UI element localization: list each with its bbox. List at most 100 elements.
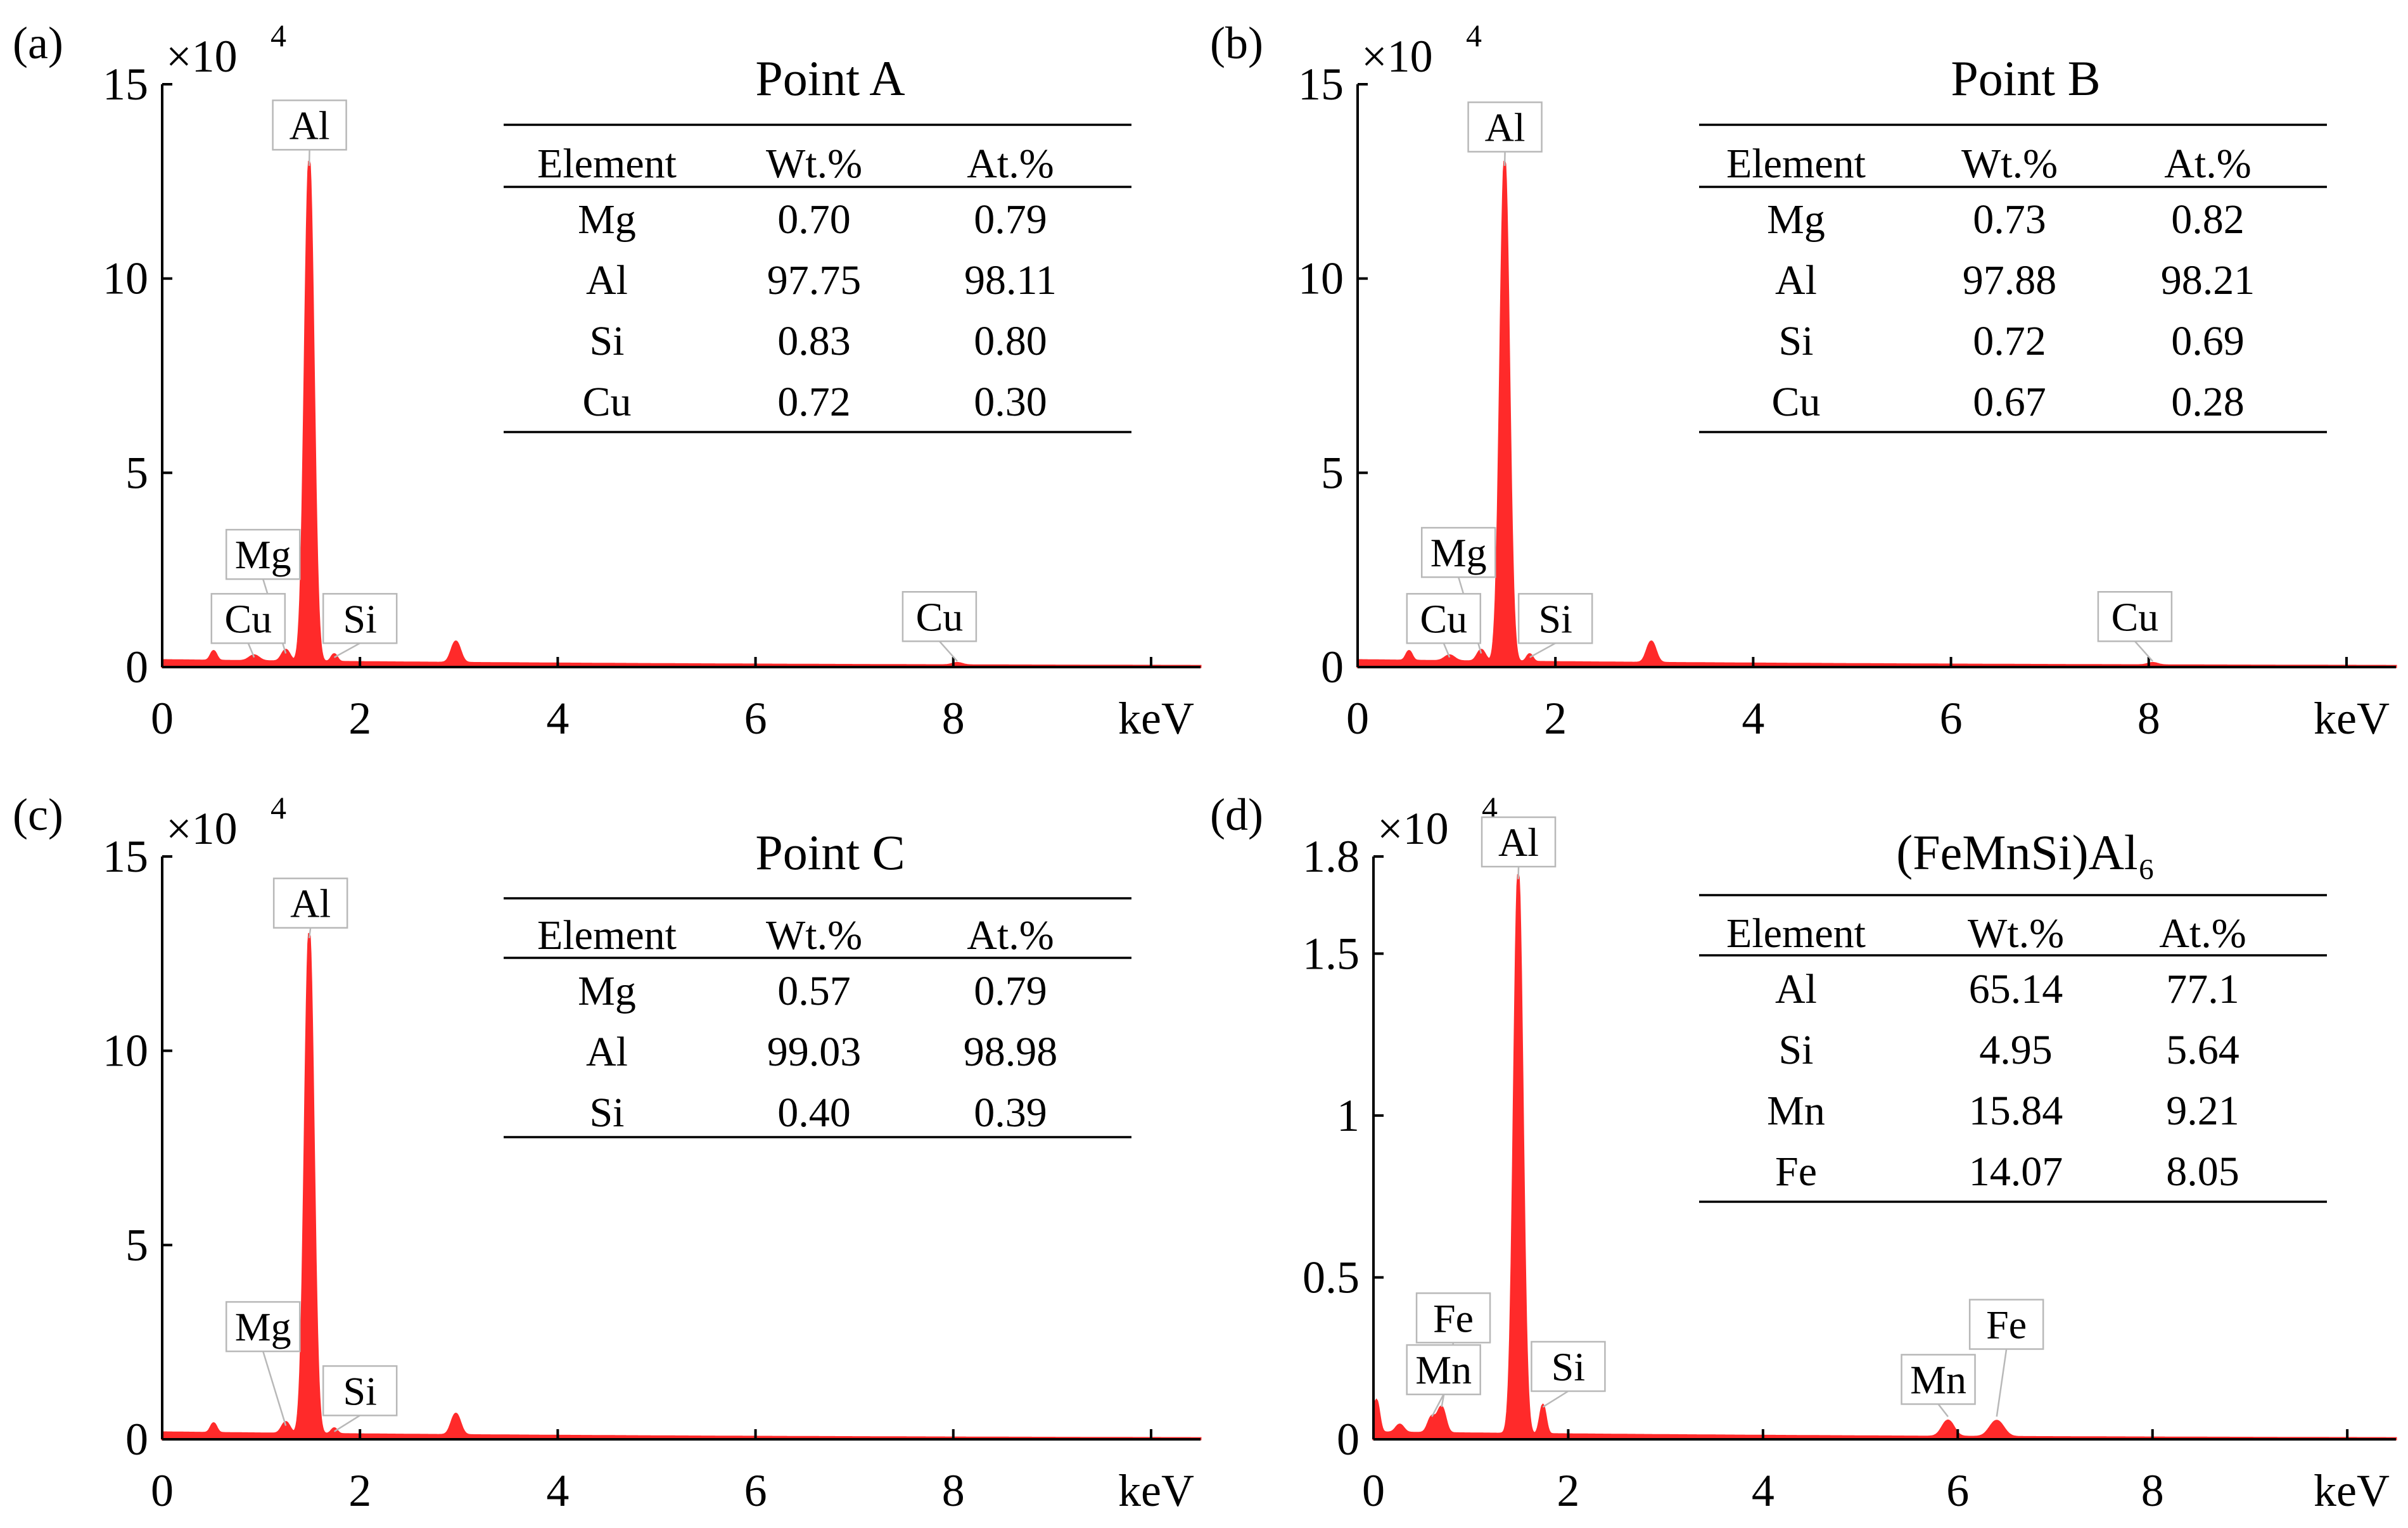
table-header-cell: At.%	[2164, 141, 2251, 187]
y-tick-label: 0	[1337, 1414, 1360, 1465]
table-row: Si 4.95 5.64	[1778, 1027, 2239, 1073]
peak-label-box	[901, 591, 978, 642]
x-tick-label: 4	[546, 693, 569, 744]
table-row: Cu 0.72 0.30	[582, 379, 1047, 425]
table-cell: 97.75	[767, 257, 862, 303]
peak-label-box	[272, 99, 347, 151]
table-header-cell: Element	[537, 912, 677, 958]
table-row: Mg 0.57 0.79	[578, 968, 1047, 1014]
table-cell: 14.07	[1969, 1149, 2063, 1195]
table-cell: 65.14	[1969, 966, 2063, 1012]
peak-label-leader	[1431, 1394, 1444, 1417]
peak-label: Mg	[1430, 530, 1487, 575]
table-row: Al 97.75 98.11	[586, 257, 1057, 303]
table-cell: 5.64	[2166, 1027, 2239, 1073]
y-tick-label: 1	[1337, 1090, 1360, 1141]
peak-label-leader	[247, 642, 255, 658]
table-header-cell: Wt.%	[1968, 910, 2064, 957]
table-cell: 0.72	[1973, 318, 2046, 364]
x-tick-label: 0	[151, 693, 174, 744]
peak-label-leader	[334, 642, 360, 658]
table-row: Al 65.14 77.1	[1775, 966, 2239, 1012]
x-axis-label: keV	[2314, 1465, 2390, 1516]
peak-label-leader	[2134, 640, 2153, 662]
x-tick-label: 8	[942, 693, 965, 744]
x-tick-label: 6	[744, 693, 767, 744]
spectrum-peak	[253, 660, 255, 663]
peak-label: Mn	[1910, 1357, 1966, 1402]
table-cell: Mn	[1767, 1088, 1825, 1134]
x-tick-label: 2	[1557, 1465, 1579, 1516]
peak-label-leader	[308, 927, 312, 938]
table-row: Mg 0.70 0.79	[578, 196, 1047, 243]
x-tick-label: 2	[1544, 693, 1567, 744]
table-cell: 98.11	[964, 257, 1057, 303]
y-tick-label: 0	[125, 1414, 148, 1465]
spectrum-peak	[455, 644, 457, 647]
table-cell: Si	[589, 1090, 624, 1136]
table-cell: 97.88	[1963, 257, 2057, 303]
x-tick-label: 0	[151, 1465, 174, 1516]
y-tick-label: 15	[1298, 59, 1344, 110]
panel-label: (c)	[13, 789, 63, 840]
table-title: Point B	[1951, 51, 2100, 106]
composition-table: (FeMnSi)Al₆ Element Wt.% At.% Al 65.14 77.1 Si 4…	[1699, 825, 2327, 1203]
spectrum-peak	[956, 663, 959, 666]
peak-label-leader	[333, 1415, 360, 1432]
y-multiplier: ×10	[1377, 803, 1449, 854]
y-tick-label: 10	[103, 253, 148, 304]
y-multiplier-exponent: 4	[271, 18, 286, 53]
table-header-cell: Element	[1726, 910, 1866, 957]
table-cell: 0.73	[1973, 196, 2046, 243]
x-tick-label: 0	[1346, 693, 1369, 744]
y-tick-label: 15	[103, 831, 148, 882]
eds-panel-c: (c) 0 5 10 15 0 2 4 6 8 keV ×10 4 Al Mg Si Point C Elemen…	[13, 789, 1202, 1516]
eds-panel-b: (b) 0 5 10 15 0 2 4 6 8 keV ×10 4 Al Mg Cu Si Cu Point B El…	[1210, 18, 2397, 744]
peak-label-box	[2097, 591, 2173, 642]
peak-label-leader	[1996, 1349, 2008, 1417]
x-tick-label: 4	[1752, 1465, 1774, 1516]
table-header-cell: Wt.%	[766, 912, 862, 958]
spectrum-peak	[1996, 1422, 1998, 1424]
spectrum-peak	[455, 1417, 457, 1419]
spectrum-area	[1356, 160, 2397, 668]
x-axis-label: keV	[1118, 693, 1194, 744]
peak-label-box	[322, 1365, 398, 1417]
peak-label: Mn	[1415, 1347, 1472, 1392]
spectrum-area	[161, 160, 1202, 668]
spectrum-peak	[212, 656, 215, 659]
peak-label-box	[1406, 1344, 1481, 1396]
table-cell: Mg	[578, 196, 636, 243]
peak-label-box	[1406, 593, 1482, 644]
spectrum-peak	[1947, 1422, 1949, 1424]
x-axis-label: keV	[2314, 693, 2390, 744]
peak-label-box	[225, 528, 301, 580]
peak-label-box	[1517, 593, 1593, 644]
y-tick-label: 0.5	[1303, 1252, 1360, 1302]
x-tick-label: 6	[744, 1465, 767, 1516]
peak-label: Fe	[1986, 1302, 2027, 1347]
y-tick-label: 5	[125, 1219, 148, 1270]
x-tick-label: 6	[1940, 693, 1963, 744]
spectrum-area	[161, 933, 1202, 1441]
peak-label-box	[210, 593, 286, 644]
table-cell: 0.82	[2171, 196, 2245, 243]
table-cell: 8.05	[2166, 1149, 2239, 1195]
table-header-cell: At.%	[2159, 910, 2246, 957]
table-cell: 0.30	[974, 379, 1047, 425]
peak-label: Si	[343, 1368, 377, 1413]
table-cell: 0.69	[2171, 318, 2245, 364]
table-cell: 77.1	[2166, 966, 2239, 1012]
table-cell: 0.79	[974, 196, 1047, 243]
peak-label-leader	[1542, 1390, 1569, 1408]
composition-table: Point B Element Wt.% At.% Mg 0.73 0.82 Al 97.88 9…	[1699, 51, 2327, 433]
y-tick-label: 0	[125, 642, 148, 692]
table-cell: 15.84	[1969, 1088, 2063, 1134]
spectrum-peak	[333, 658, 336, 661]
peak-label-box	[1481, 816, 1557, 868]
x-tick-label: 4	[1742, 693, 1764, 744]
table-row: Cu 0.67 0.28	[1771, 379, 2244, 425]
table-cell: Si	[1778, 1027, 1813, 1073]
spectrum-peak	[284, 654, 287, 657]
table-cell: Cu	[1771, 379, 1820, 425]
